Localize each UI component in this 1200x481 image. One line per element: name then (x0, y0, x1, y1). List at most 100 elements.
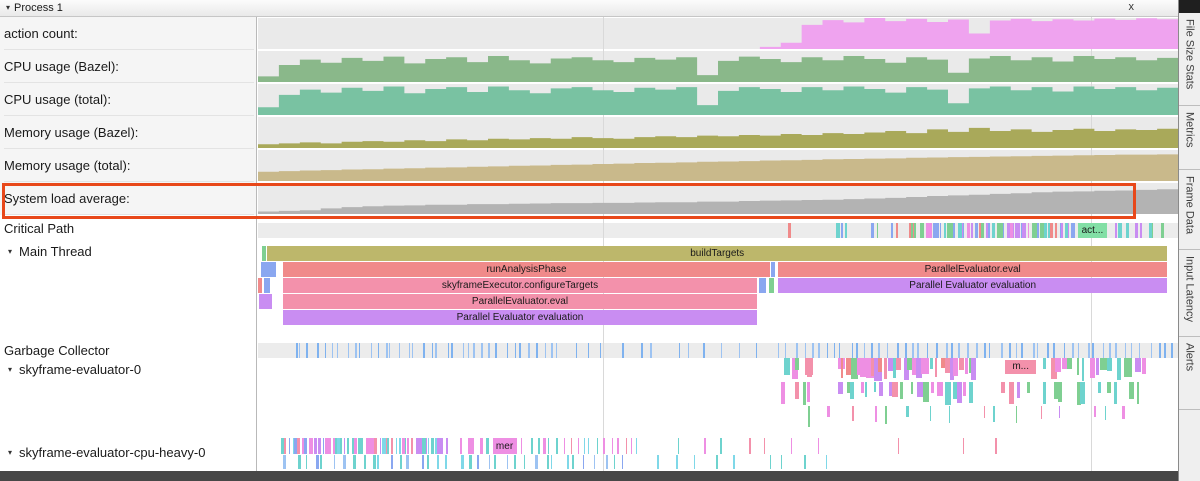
trace-slice[interactable]: mer (492, 438, 517, 454)
trace-tick (445, 438, 448, 454)
counter-track[interactable] (258, 117, 1178, 148)
trace-slice[interactable]: ParallelEvaluator.eval (777, 262, 1168, 277)
trace-tick (630, 438, 632, 454)
trace-slice[interactable]: skyframeExecutor.configureTargets (283, 278, 757, 293)
counter-track[interactable] (258, 150, 1178, 181)
trace-tick (583, 455, 585, 469)
trace-tick (840, 358, 844, 378)
trace-tick (895, 223, 899, 238)
trace-slice[interactable]: Parallel Evaluator evaluation (283, 310, 757, 325)
close-button[interactable]: x (1128, 1, 1135, 13)
trace-tick (343, 455, 346, 469)
slice-row[interactable]: runAnalysisPhase ParallelEvaluator.eval (258, 262, 1178, 277)
trace-tick (600, 343, 602, 358)
trace-tick (1076, 382, 1082, 405)
trace-tick (952, 223, 955, 238)
slice-row[interactable]: m... (258, 358, 1178, 381)
slice-row[interactable]: Parallel Evaluator evaluation (258, 310, 1178, 325)
trace-tick (427, 455, 429, 469)
trace-tick (1006, 223, 1011, 238)
critical-path-label: Critical Path (4, 220, 75, 236)
trace-tick (964, 358, 968, 375)
garbage-collector-row: Garbage Collector (0, 338, 1178, 362)
counter-track[interactable] (258, 84, 1178, 115)
slice-row[interactable]: ParallelEvaluator.eval (258, 294, 1178, 309)
trace-slice[interactable]: Parallel Evaluator evaluation (777, 278, 1168, 293)
trace-tick (889, 382, 894, 397)
trace-slice[interactable]: buildTargets (267, 246, 1168, 261)
trace-tick (860, 358, 866, 377)
trace-tick (570, 438, 573, 454)
trace-slice-small[interactable] (263, 278, 270, 293)
thread-label-skyframe-evaluator-cpu-heavy-0[interactable]: ▾ skyframe-evaluator-cpu-heavy-0 (8, 445, 205, 460)
horizontal-scrollbar[interactable] (0, 471, 1178, 481)
slice-row[interactable] (258, 455, 1178, 469)
trace-tick (435, 438, 438, 454)
trace-tick (704, 438, 707, 454)
thread-label-main-thread[interactable]: ▾ Main Thread (8, 244, 92, 259)
trace-tick (531, 438, 533, 454)
trace-slice-small[interactable] (771, 262, 776, 277)
trace-tick (555, 438, 559, 454)
counter-track[interactable] (258, 18, 1178, 49)
trace-tick (334, 438, 338, 454)
trace-tick (836, 223, 840, 238)
slice-row[interactable]: mer (258, 438, 1178, 454)
slice-row[interactable] (258, 382, 1178, 405)
trace-tick (958, 223, 964, 238)
trace-tick (892, 358, 897, 379)
trace-slice-small[interactable] (259, 294, 272, 309)
trace-tick (947, 223, 951, 238)
tab-metrics[interactable]: Metrics (1179, 106, 1200, 170)
thread-name: skyframe-evaluator-cpu-heavy-0 (19, 445, 206, 460)
trace-tick (956, 382, 962, 403)
trace-tick (1021, 343, 1024, 358)
trace-slice[interactable]: m... (1005, 359, 1037, 375)
trace-tick (1061, 223, 1063, 238)
trace-tick (874, 406, 878, 422)
garbage-collector-track[interactable] (258, 343, 1178, 358)
trace-tick (917, 343, 919, 358)
trace-tick (507, 455, 509, 469)
counter-label: Memory usage (total): (4, 149, 254, 182)
trace-tick (1055, 223, 1058, 238)
trace-slice-small[interactable] (261, 262, 277, 277)
counter-label: Memory usage (Bazel): (4, 116, 254, 149)
trace-tick (907, 358, 915, 371)
tab-frame-data[interactable]: Frame Data (1179, 170, 1200, 250)
trace-slice[interactable]: act... (1077, 223, 1108, 238)
trace-slice[interactable]: ParallelEvaluator.eval (283, 294, 757, 309)
slice-row[interactable]: skyframeExecutor.configureTargets Paralle… (258, 278, 1178, 293)
tab-input-latency[interactable]: Input Latency (1179, 250, 1200, 337)
trace-tick (1170, 343, 1173, 358)
trace-tick (535, 455, 538, 469)
trace-slice-small[interactable] (769, 278, 775, 293)
trace-tick (1164, 343, 1166, 358)
trace-tick (967, 223, 971, 238)
slice-row[interactable] (258, 406, 1178, 429)
slice-row[interactable]: buildTargets (258, 246, 1178, 261)
trace-tick (381, 438, 386, 454)
trace-slice-small[interactable] (258, 278, 263, 293)
counter-track[interactable] (258, 51, 1178, 82)
trace-tick (892, 382, 899, 398)
process-collapse-toggle[interactable]: ▾ Process 1 (6, 2, 63, 14)
tab-alerts[interactable]: Alerts (1179, 337, 1200, 410)
trace-tick (494, 455, 496, 469)
counter-track[interactable] (258, 183, 1178, 214)
trace-slice[interactable]: runAnalysisPhase (283, 262, 770, 277)
trace-tick (970, 223, 974, 238)
thread-name: Main Thread (19, 244, 92, 259)
critical-path-track[interactable]: act... (258, 223, 1178, 238)
tab-file-size-stats[interactable]: File Size Stats (1179, 13, 1200, 106)
trace-slice-small[interactable] (261, 246, 267, 261)
trace-tick (1109, 343, 1112, 358)
trace-slice-small[interactable] (759, 278, 766, 293)
trace-tick (974, 223, 978, 238)
trace-tick (885, 406, 887, 425)
trace-tick (514, 455, 516, 469)
trace-tick (625, 438, 627, 454)
thread-label-skyframe-evaluator-0[interactable]: ▾ skyframe-evaluator-0 (8, 362, 141, 377)
trace-tick (477, 455, 479, 469)
trace-tick (850, 382, 855, 400)
